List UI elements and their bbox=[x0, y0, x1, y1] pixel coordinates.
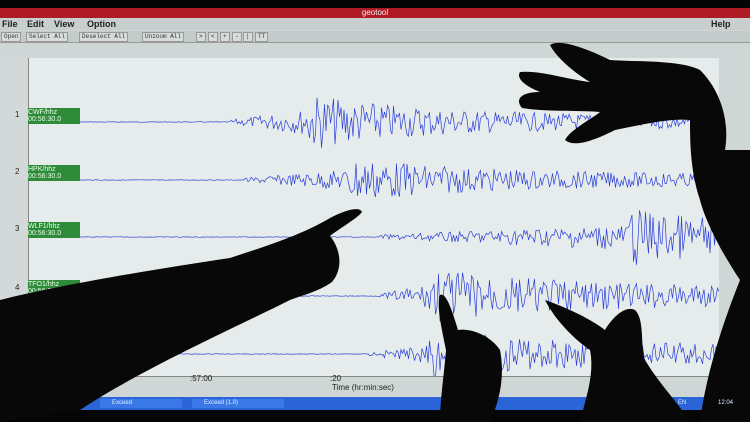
station-name: CWF/hhz bbox=[28, 109, 58, 116]
zoom-in-button[interactable]: + bbox=[220, 32, 230, 42]
menu-edit[interactable]: Edit bbox=[27, 19, 44, 29]
window-title: geotool bbox=[361, 8, 389, 17]
trace-label-hpk[interactable]: HPK/hhz 00:56:30.0 bbox=[28, 165, 80, 181]
axis-label: Time (hr:min:sec) bbox=[332, 383, 394, 392]
seismic-trace bbox=[28, 210, 720, 265]
title-bar: geotool bbox=[0, 8, 750, 18]
menu-bar: File Edit View Option Help bbox=[0, 18, 750, 30]
trace-label-wlf1[interactable]: WLF1/hhz 00:56:30.0 bbox=[28, 222, 80, 238]
start-time: 00:56:30.0 bbox=[28, 173, 62, 180]
upper-hand-silhouette bbox=[519, 42, 750, 422]
axis-tick-label: :20 bbox=[330, 374, 342, 383]
station-name: TFO1/hhz bbox=[28, 281, 60, 288]
left-arm-silhouette bbox=[0, 209, 362, 422]
clock: 12:04 bbox=[718, 400, 734, 406]
unzoom-all-button[interactable]: Unzoom All bbox=[142, 32, 185, 42]
trace-index: 4 bbox=[15, 283, 20, 292]
menu-view[interactable]: View bbox=[54, 19, 75, 29]
station-name: HPK/hhz bbox=[28, 166, 56, 173]
right-hand-silhouette bbox=[545, 300, 690, 422]
open-button[interactable]: Open bbox=[1, 32, 22, 42]
align-button[interactable]: | bbox=[243, 32, 253, 42]
taskbar-item[interactable]: Exceed bbox=[100, 399, 182, 408]
language-indicator: EN bbox=[678, 400, 687, 406]
prev-button[interactable]: < bbox=[208, 32, 218, 42]
trace-index: 1 bbox=[15, 110, 20, 119]
start-time: 00:56:30.0 bbox=[28, 230, 62, 237]
next-button[interactable]: > bbox=[196, 32, 206, 42]
trace-label-cwf[interactable]: CWF/hhz 00:56:30.0 bbox=[28, 108, 80, 124]
menu-file[interactable]: File bbox=[2, 19, 18, 29]
axis-tick-label: :57:00 bbox=[190, 374, 213, 383]
trace-index: 3 bbox=[15, 224, 20, 233]
toolbar: Open Select All Deselect All Unzoom All … bbox=[0, 31, 750, 43]
station-name: WLF1/hhz bbox=[28, 223, 60, 230]
center-hand-silhouette bbox=[438, 294, 502, 422]
select-all-button[interactable]: Select All bbox=[26, 32, 69, 42]
taskbar-item[interactable]: Exceed (1.0) bbox=[192, 399, 284, 408]
deselect-all-button[interactable]: Deselect All bbox=[79, 32, 129, 42]
zoom-out-button[interactable]: - bbox=[232, 32, 242, 42]
seismic-trace bbox=[28, 163, 720, 198]
trace-index: 2 bbox=[15, 167, 20, 176]
menu-help[interactable]: Help bbox=[711, 19, 731, 29]
start-time: 00:56:30.0 bbox=[28, 116, 62, 123]
bottom-left-shadow bbox=[0, 380, 90, 422]
taskbar: Exceed Exceed (1.0) EN 12:04 bbox=[0, 397, 750, 410]
tt-button[interactable]: TT bbox=[255, 32, 269, 42]
menu-option[interactable]: Option bbox=[87, 19, 116, 29]
